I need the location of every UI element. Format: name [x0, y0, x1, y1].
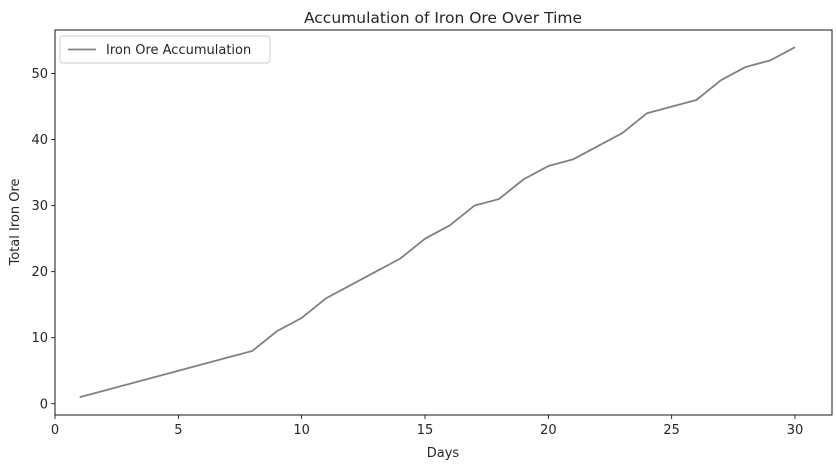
x-tick-label: 0 [51, 423, 59, 438]
axis-ticks: 0 5 10 15 20 25 30 0 10 20 30 40 50 [31, 67, 803, 438]
x-tick-label: 20 [540, 423, 557, 438]
x-axis-label: Days [427, 446, 460, 461]
x-tick-label: 10 [293, 423, 310, 438]
y-axis-label: Total Iron Ore [8, 178, 23, 266]
x-tick-label: 15 [417, 423, 434, 438]
chart-title: Accumulation of Iron Ore Over Time [304, 9, 582, 27]
y-tick-label: 0 [40, 397, 48, 412]
series-layer [79, 46, 796, 399]
y-tick-label: 30 [31, 199, 48, 214]
series-line-0 [79, 46, 796, 399]
legend-label: Iron Ore Accumulation [106, 43, 251, 58]
y-tick-label: 40 [31, 133, 48, 148]
x-tick-label: 25 [663, 423, 680, 438]
y-tick-label: 20 [31, 265, 48, 280]
x-tick-label: 5 [174, 423, 182, 438]
legend-box [59, 35, 271, 64]
y-tick-label: 50 [31, 67, 48, 82]
y-tick-label: 10 [31, 331, 48, 346]
plot-frame [54, 29, 833, 416]
x-tick-label: 30 [787, 423, 804, 438]
legend: Iron Ore Accumulation [59, 35, 271, 64]
plot-area [55, 30, 832, 415]
